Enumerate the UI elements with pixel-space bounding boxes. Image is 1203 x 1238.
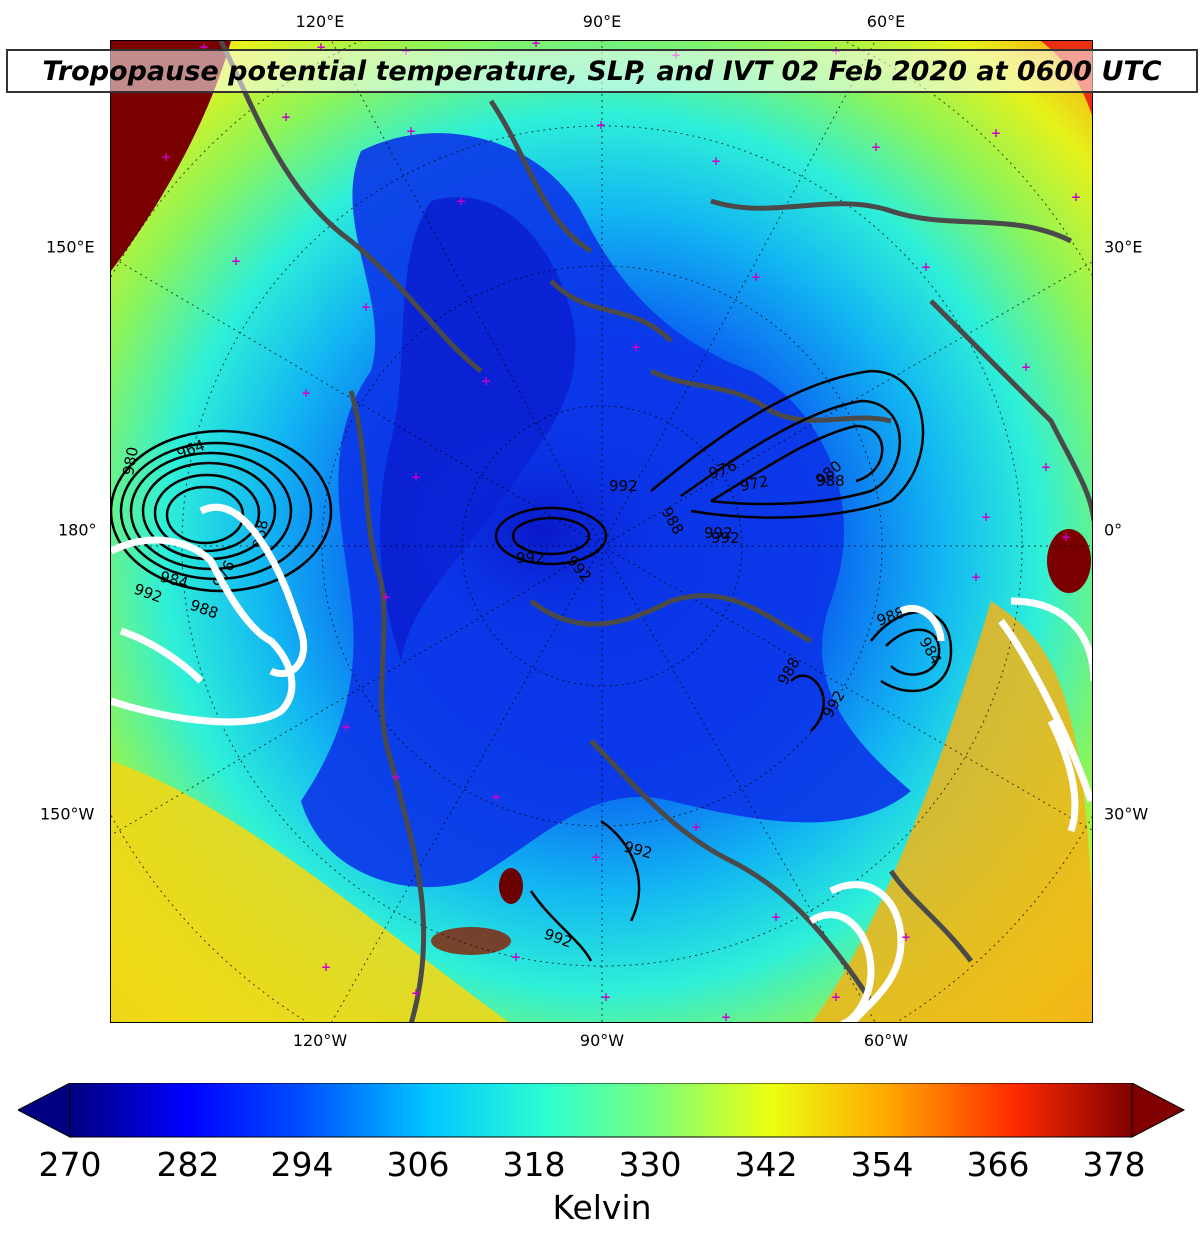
lon-label-bottom: 120°W: [292, 1031, 348, 1050]
svg-text:+: +: [281, 110, 291, 124]
colorbar-gradient: [69, 1083, 1133, 1138]
slp-label: 968: [249, 518, 272, 549]
slp-label: 972: [739, 472, 770, 495]
svg-text:+: +: [411, 986, 421, 1000]
lat-label-right: 30°W: [1104, 804, 1149, 824]
svg-text:+: +: [981, 510, 991, 524]
colorbar-tick: 342: [734, 1145, 798, 1184]
coastlines: [218, 41, 1092, 1022]
lat-label-right: 30°E: [1104, 237, 1143, 257]
slp-label: 988: [816, 472, 845, 490]
svg-text:+: +: [391, 770, 401, 784]
svg-text:+: +: [1071, 190, 1081, 204]
svg-text:+: +: [691, 820, 701, 834]
colorbar-label: Kelvin: [552, 1188, 652, 1227]
svg-text:+: +: [321, 960, 331, 974]
tropopause-theta-map: 992 988 976 972 992 980 980 964 984 988 …: [111, 41, 1092, 1023]
svg-text:+: +: [361, 300, 371, 314]
lat-label-left: 150°W: [40, 804, 95, 824]
svg-text:+: +: [381, 590, 391, 604]
svg-text:+: +: [406, 124, 416, 138]
slp-label: 992: [609, 477, 638, 495]
warm-region-southeast: [812, 601, 1092, 1022]
slp-label: 992: [711, 529, 740, 547]
colorbar-extend-min: [18, 1083, 71, 1138]
colorbar-tick: 378: [1082, 1145, 1146, 1184]
lon-label-bottom: 60°W: [863, 1031, 909, 1050]
svg-text:+: +: [301, 386, 311, 400]
svg-text:+: +: [871, 140, 881, 154]
warm-region-nw: [111, 41, 231, 271]
colorbar-tick: 354: [850, 1145, 914, 1184]
lon-label-top: 120°E: [295, 12, 345, 31]
svg-text:+: +: [1041, 460, 1051, 474]
svg-text:+: +: [751, 270, 761, 284]
map-panel: 992 988 976 972 992 980 980 964 984 988 …: [110, 40, 1093, 1023]
colorbar-tick: 294: [270, 1145, 334, 1184]
svg-text:+: +: [411, 470, 421, 484]
svg-text:+: +: [901, 930, 911, 944]
svg-text:+: +: [991, 126, 1001, 140]
svg-text:+: +: [341, 720, 351, 734]
colorbar-extend-max: [1131, 1083, 1186, 1138]
colorbar-tick: 282: [156, 1145, 220, 1184]
svg-text:+: +: [711, 154, 721, 168]
svg-text:+: +: [596, 118, 606, 132]
svg-text:+: +: [456, 194, 466, 208]
colorbar-tick: 366: [966, 1145, 1030, 1184]
lon-label-top: 60°E: [866, 12, 906, 31]
svg-text:+: +: [1061, 530, 1071, 544]
svg-text:+: +: [199, 41, 209, 54]
svg-text:+: +: [921, 260, 931, 274]
colorbar-tick: 330: [618, 1145, 682, 1184]
svg-text:+: +: [531, 41, 541, 50]
station-markers: + + + +++ +++ +++ +++ +++ +++ +++ +++ +++ …: [161, 41, 1081, 1023]
colorbar-tick: 318: [502, 1145, 566, 1184]
svg-text:+: +: [831, 990, 841, 1004]
svg-text:+: +: [971, 570, 981, 584]
hot-spot-southwest: [499, 868, 523, 904]
colorbar: [18, 1083, 1186, 1138]
warm-region-south: [111, 761, 509, 1022]
colorbar-tick: 306: [386, 1145, 450, 1184]
hot-spot-rockies: [431, 927, 511, 955]
svg-text:+: +: [231, 254, 241, 268]
lon-label-bottom: 90°W: [579, 1031, 625, 1050]
colorbar-tick: 270: [38, 1145, 102, 1184]
svg-text:+: +: [316, 41, 326, 54]
svg-text:+: +: [591, 850, 601, 864]
slp-label: 992: [516, 549, 545, 567]
svg-text:+: +: [491, 790, 501, 804]
svg-text:+: +: [161, 150, 171, 164]
svg-text:+: +: [631, 340, 641, 354]
lat-label-left: 150°E: [46, 237, 95, 257]
slp-contours: [111, 369, 953, 962]
svg-text:+: +: [1021, 360, 1031, 374]
svg-text:+: +: [771, 910, 781, 924]
ivt-contours: [111, 503, 1092, 1022]
lon-label-top: 90°E: [582, 12, 622, 31]
slp-label: 980: [119, 445, 142, 476]
svg-text:+: +: [601, 990, 611, 1004]
slp-label: 992: [704, 524, 733, 542]
svg-text:+: +: [721, 1010, 731, 1023]
svg-text:+: +: [511, 950, 521, 964]
map-title: Tropopause potential temperature, SLP, a…: [6, 49, 1198, 93]
lat-label-right: 0°: [1104, 520, 1123, 540]
lat-label-left: 180°: [58, 520, 97, 540]
svg-text:+: +: [481, 374, 491, 388]
hot-spot-east: [1047, 529, 1091, 593]
vortex-blob: [401, 421, 681, 641]
